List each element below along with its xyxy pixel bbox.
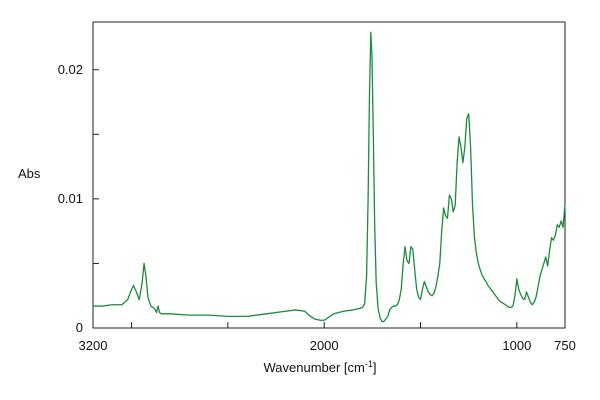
x-tick-label: 1000 — [502, 338, 531, 353]
y-tick-label: 0.01 — [58, 191, 83, 206]
x-axis-title-superscript: -1 — [365, 359, 373, 369]
y-axis-title: Abs — [18, 166, 41, 181]
y-tick-label: 0.02 — [58, 62, 83, 77]
x-tick-label: 2000 — [310, 338, 339, 353]
tick-labels: 3200 2000 1000 750 0 0.01 0.02 — [58, 62, 576, 353]
plot-frame — [92, 21, 566, 329]
x-tick-label: 3200 — [79, 338, 108, 353]
axis-ticks — [92, 69, 566, 329]
x-tick-label: 750 — [554, 338, 576, 353]
x-axis-title: Wavenumber [cm-1] — [263, 359, 376, 375]
y-tick-label: 0 — [76, 320, 83, 335]
series-line — [93, 31, 566, 323]
